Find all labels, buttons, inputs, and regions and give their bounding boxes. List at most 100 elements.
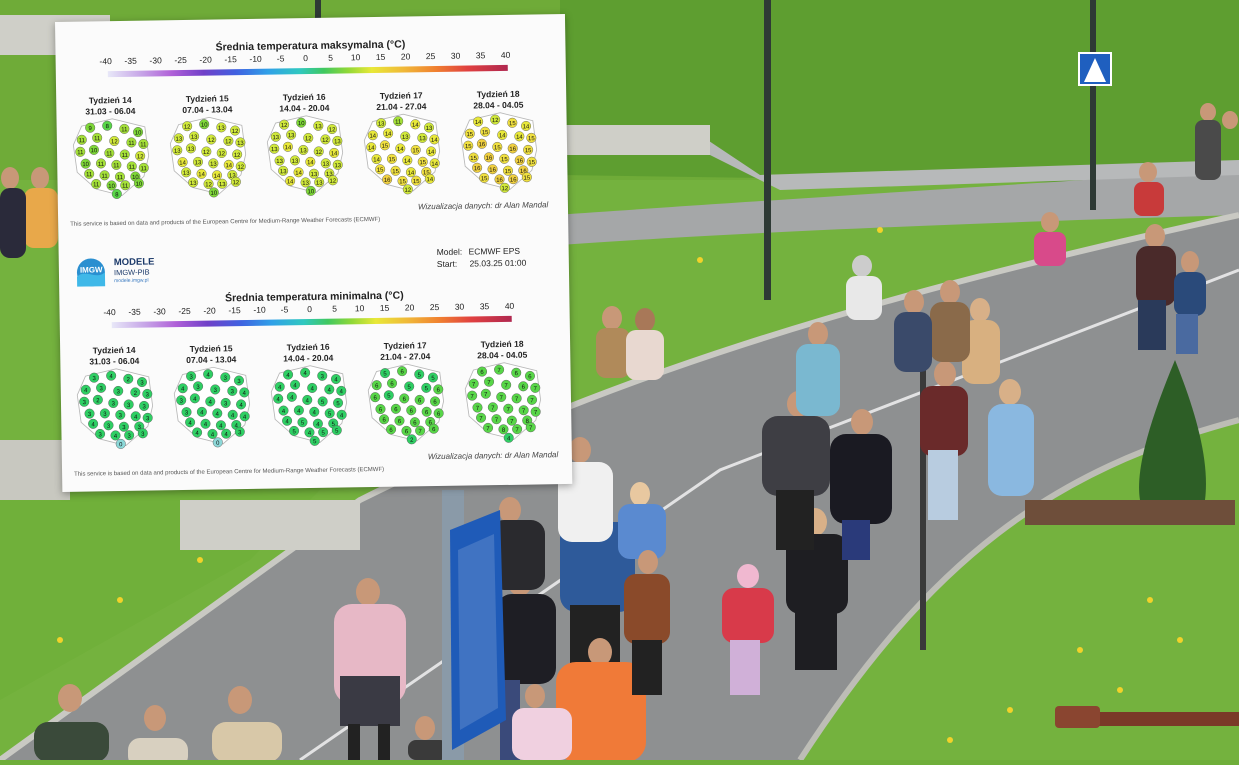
scale-tick-label: 35 — [479, 301, 490, 312]
scale-tick-label: 15 — [379, 302, 390, 313]
station-value: 4 — [243, 391, 247, 397]
station-marker: 14 — [223, 159, 234, 170]
station-value: 7 — [486, 426, 490, 432]
station-marker: 14 — [383, 128, 394, 139]
station-value: 5 — [328, 412, 332, 418]
station-marker: 3 — [142, 412, 153, 423]
station-marker: 3 — [89, 372, 100, 383]
station-marker: 14 — [402, 155, 413, 166]
station-value: 6 — [405, 429, 409, 435]
station-value: 3 — [99, 386, 103, 392]
station-value: 3 — [107, 424, 111, 430]
station-value: 15 — [412, 148, 419, 154]
station-value: 6 — [413, 421, 417, 427]
station-value: 11 — [140, 142, 147, 148]
station-marker: 7 — [501, 379, 512, 390]
station-marker: 3 — [137, 377, 147, 388]
station-marker: 7 — [491, 414, 502, 425]
station-marker: 4 — [207, 428, 218, 439]
station-marker: 5 — [421, 382, 432, 393]
station-value: 7 — [484, 392, 488, 398]
station-value: 2 — [134, 391, 138, 397]
station-value: 13 — [316, 181, 323, 187]
station-value: 14 — [475, 120, 482, 126]
station-marker: 3 — [103, 420, 114, 431]
station-marker: 16 — [382, 174, 393, 185]
station-marker: 13 — [314, 177, 325, 188]
station-value: 0 — [216, 441, 220, 447]
station-value: 10 — [132, 175, 139, 181]
station-value: 10 — [307, 189, 314, 195]
station-marker: 3 — [79, 396, 90, 407]
station-marker: 3 — [124, 430, 135, 441]
station-marker: 7 — [525, 422, 536, 433]
max-station-map: 14 12 15 14 15 15 14 14 15 15 16 15 16 15 15 16 15 16 15 16… — [452, 110, 545, 193]
station-marker: 4 — [330, 374, 341, 385]
scale-tick-label: -5 — [280, 304, 289, 315]
station-marker: 15 — [526, 132, 537, 143]
station-value: 4 — [293, 383, 297, 389]
station-marker: 6 — [397, 366, 408, 377]
station-marker: 5 — [427, 372, 438, 383]
station-marker: 6 — [386, 424, 397, 435]
imgw-logo: IMGW MODELE IMGW-PIB modele.imgw.pl — [74, 253, 185, 291]
station-value: 10 — [82, 162, 89, 168]
station-marker: 12 — [327, 124, 338, 135]
station-marker: 11 — [138, 138, 149, 149]
station-marker: 4 — [302, 394, 313, 405]
station-value: 7 — [534, 410, 538, 416]
station-marker: 7 — [487, 402, 498, 413]
station-value: 7 — [470, 394, 474, 400]
station-value: 11 — [98, 162, 105, 168]
station-marker: 16 — [476, 138, 487, 149]
station-value: 4 — [243, 415, 247, 421]
station-marker: 13 — [278, 165, 289, 176]
station-marker: 5 — [324, 408, 335, 419]
station-marker: 7 — [530, 382, 541, 393]
ecmwf-footer-max: This service is based on data and produc… — [70, 216, 381, 228]
station-marker: 10 — [133, 178, 144, 189]
station-marker: 3 — [227, 385, 238, 396]
station-value: 4 — [286, 373, 290, 379]
station-value: 6 — [382, 418, 386, 424]
station-value: 6 — [433, 400, 437, 406]
station-marker: 4 — [336, 385, 347, 396]
station-marker: 4 — [130, 411, 141, 422]
station-value: 15 — [465, 144, 472, 150]
station-marker: 7 — [467, 390, 478, 401]
station-value: 0 — [119, 442, 123, 448]
max-station-map: 9 8 11 10 11 11 12 11 11 11 10 11 11 12 10 11 11 11 11 11 11… — [65, 116, 158, 199]
station-value: 12 — [315, 150, 322, 156]
station-value: 7 — [515, 427, 519, 433]
station-marker: 13 — [172, 145, 183, 156]
station-marker: 3 — [118, 421, 129, 432]
station-value: 14 — [428, 150, 435, 156]
station-marker: 14 — [305, 156, 316, 167]
station-marker: 5 — [380, 368, 391, 379]
station-value: 15 — [481, 176, 488, 182]
station-marker: 5 — [333, 397, 344, 408]
station-value: 4 — [216, 412, 220, 418]
station-value: 6 — [375, 384, 379, 390]
station-marker: 4 — [309, 406, 320, 417]
station-marker: 2 — [406, 434, 417, 445]
scale-tick-label: -20 — [199, 54, 212, 65]
station-value: 15 — [392, 169, 399, 175]
station-value: 3 — [142, 404, 146, 410]
station-marker: 4 — [189, 393, 200, 404]
station-value: 14 — [179, 160, 186, 166]
station-value: 7 — [487, 380, 491, 386]
station-value: 10 — [298, 121, 305, 127]
station-marker: 13 — [300, 177, 311, 188]
station-marker: 16 — [514, 155, 525, 166]
station-value: 13 — [272, 135, 279, 141]
station-value: 12 — [225, 139, 232, 145]
station-marker: 11 — [95, 158, 106, 169]
station-marker: 12 — [303, 132, 314, 143]
station-marker: 10 — [305, 185, 316, 196]
station-marker: 6 — [518, 381, 529, 392]
station-value: 14 — [385, 132, 392, 138]
station-value: 3 — [127, 403, 131, 409]
station-marker: 10 — [199, 119, 210, 130]
station-marker: 6 — [511, 367, 522, 378]
